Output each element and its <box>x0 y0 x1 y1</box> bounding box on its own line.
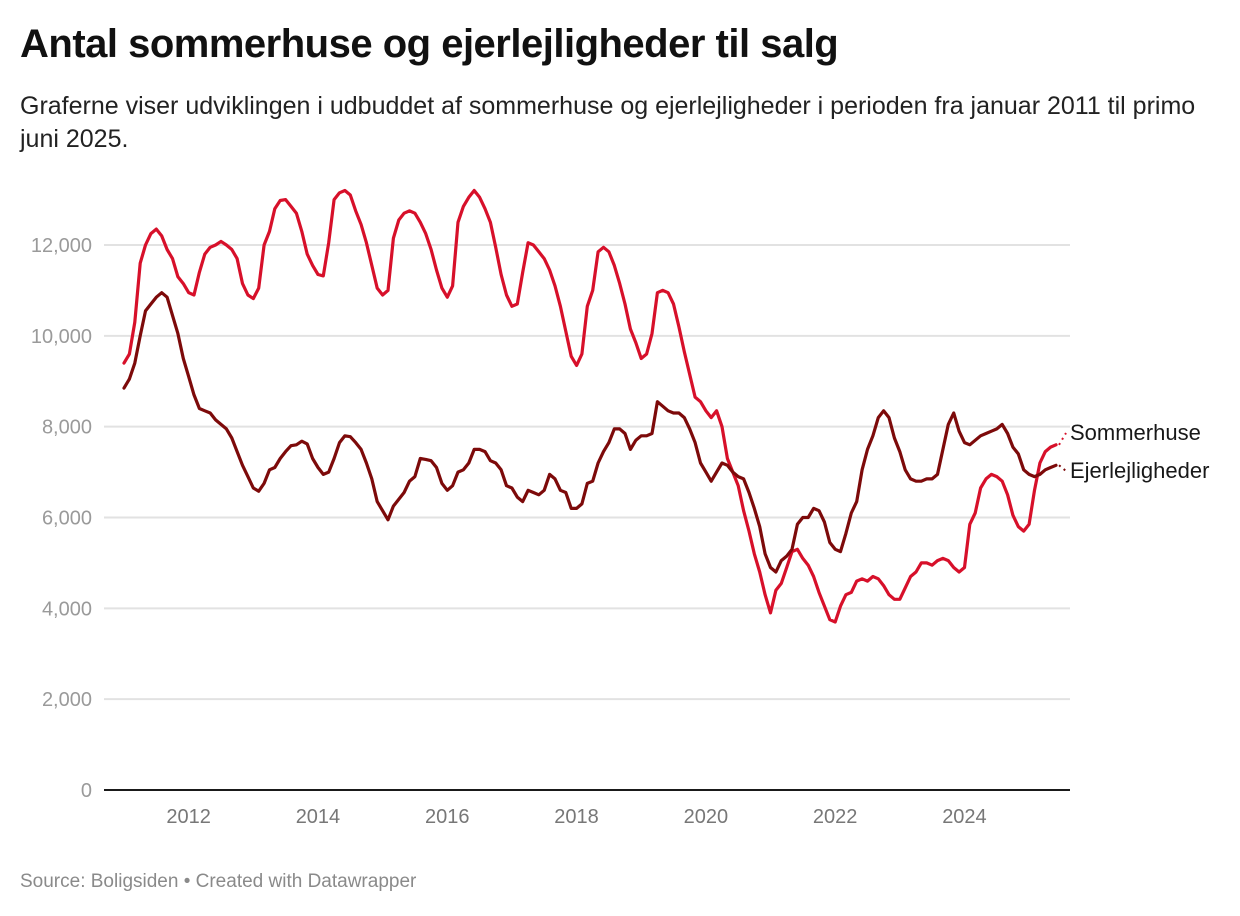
y-axis-tick-labels: 0 2,000 4,000 6,000 8,000 10,000 12,000 <box>31 235 92 802</box>
series-direct-labels: Sommerhuse Ejerlejligheder <box>1058 420 1209 483</box>
x-tick-label: 2016 <box>425 806 470 828</box>
series-label-ejerlejligheder: Ejerlejligheder <box>1070 458 1209 483</box>
y-tick-label: 0 <box>81 780 92 802</box>
chart-title: Antal sommerhuse og ejerlejligheder til … <box>20 22 839 66</box>
x-tick-label: 2014 <box>296 806 341 828</box>
y-tick-label: 12,000 <box>31 235 92 257</box>
x-axis-tick-labels: 2012 2014 2016 2018 2020 2022 2024 <box>166 806 986 828</box>
series-label-sommerhuse: Sommerhuse <box>1070 420 1201 445</box>
source-footer: Source: Boligsiden • Created with Datawr… <box>20 871 417 892</box>
x-tick-label: 2020 <box>684 806 729 828</box>
series-line-sommerhuse <box>122 188 1058 624</box>
series-lines <box>122 188 1058 624</box>
x-tick-label: 2022 <box>813 806 858 828</box>
y-tick-label: 8,000 <box>42 417 92 439</box>
x-tick-label: 2024 <box>942 806 987 828</box>
gridlines <box>104 244 1070 701</box>
y-tick-label: 2,000 <box>42 689 92 711</box>
label-leader-line <box>1058 432 1067 446</box>
y-tick-label: 4,000 <box>42 598 92 620</box>
series-line-ejerlejligheder <box>122 291 1058 574</box>
chart-subtitle: Graferne viser udviklingen i udbuddet af… <box>20 92 1196 153</box>
x-tick-label: 2012 <box>166 806 211 828</box>
label-leader-line <box>1058 464 1067 472</box>
y-tick-label: 6,000 <box>42 508 92 530</box>
x-tick-label: 2018 <box>554 806 599 828</box>
y-tick-label: 10,000 <box>31 326 92 348</box>
